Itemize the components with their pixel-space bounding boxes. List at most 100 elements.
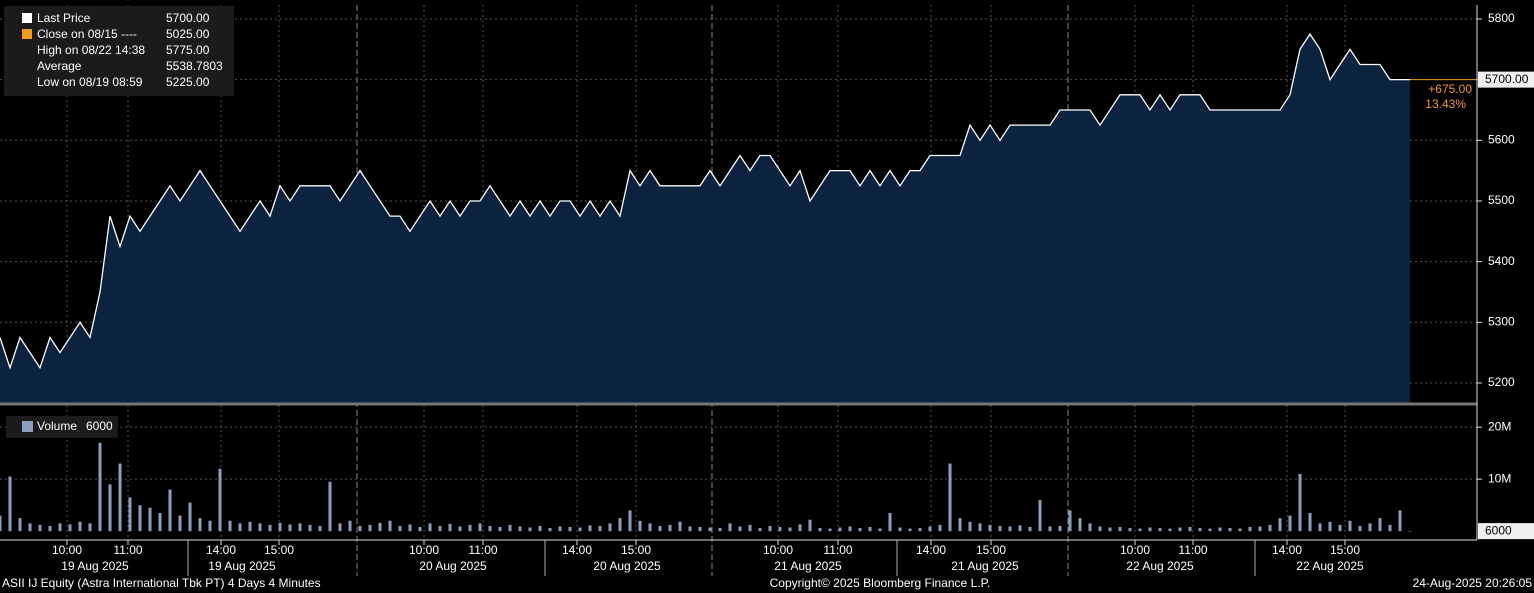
volume-bar (778, 527, 782, 532)
date-label: 21 Aug 2025 (774, 559, 842, 573)
volume-bar (1348, 520, 1352, 532)
volume-bar (158, 512, 162, 532)
date-label: 22 Aug 2025 (1296, 559, 1364, 573)
last-price-tag (1478, 71, 1534, 88)
volume-bar (948, 463, 952, 532)
volume-bar (728, 523, 732, 532)
volume-bar (808, 519, 812, 532)
volume-bar (678, 521, 682, 532)
volume-bar (1068, 510, 1072, 532)
volume-bar (1008, 526, 1012, 532)
volume-bar (1258, 526, 1262, 532)
y-tick-label: 5400 (1488, 254, 1515, 268)
volume-bar (178, 515, 182, 532)
volume-bar (0, 515, 2, 532)
volume-bar (258, 523, 262, 532)
volume-bar (548, 528, 552, 532)
volume-bar (568, 527, 572, 532)
date-label: 20 Aug 2025 (419, 559, 487, 573)
volume-bar (1058, 525, 1062, 532)
volume-bar (378, 522, 382, 532)
volume-bar (328, 481, 332, 532)
volume-bar (248, 521, 252, 532)
y-tick-label: 5600 (1488, 132, 1515, 146)
volume-bar (418, 527, 422, 532)
volume-bar (68, 524, 72, 532)
y-tick-label: 5300 (1488, 314, 1515, 328)
volume-bar (848, 526, 852, 532)
volume-bar (268, 524, 272, 532)
footer-left: ASII IJ Equity (Astra International Tbk … (2, 576, 321, 590)
volume-bar (208, 520, 212, 532)
legend-value: 5700.00 (166, 11, 210, 25)
volume-bar (1158, 528, 1162, 532)
date-label: 20 Aug 2025 (593, 559, 661, 573)
volume-bar (458, 526, 462, 532)
volume-bar (928, 526, 932, 532)
volume-bar (1048, 526, 1052, 532)
volume-bar (448, 523, 452, 532)
volume-bar (1028, 527, 1032, 532)
plot-layer (0, 5, 1477, 576)
volume-bar (618, 518, 622, 532)
volume-bar (648, 523, 652, 532)
volume-bar (198, 518, 202, 532)
date-label: 21 Aug 2025 (951, 559, 1019, 573)
x-tick-label: 11:00 (113, 543, 142, 557)
volume-bar (228, 520, 232, 532)
x-tick-label: 10:00 (52, 543, 82, 557)
volume-bar (748, 524, 752, 532)
y-tick-label: 5200 (1488, 375, 1515, 389)
volume-bar (878, 528, 882, 532)
volume-bar (358, 525, 362, 532)
volume-bar (1188, 527, 1192, 532)
x-tick-label: 11:00 (1178, 543, 1207, 557)
legend-value: 5538.7803 (166, 59, 223, 73)
legend-icon (22, 13, 32, 23)
legend-value: 6000 (86, 419, 113, 433)
volume-bar (498, 527, 502, 532)
volume-bar (508, 524, 512, 532)
volume-bar (308, 524, 312, 532)
volume-legend-box (6, 416, 118, 438)
volume-bar (168, 489, 172, 532)
volume-bar (1388, 524, 1392, 532)
volume-bar (638, 520, 642, 532)
last-volume-tag (1478, 523, 1534, 540)
volume-bar (438, 525, 442, 532)
volume-bar (318, 525, 322, 532)
y-tick-label: 5800 (1488, 11, 1515, 25)
volume-bar (1218, 527, 1222, 532)
legend-box (4, 6, 234, 96)
volume-bar (218, 468, 222, 532)
legend-label: Average (37, 59, 82, 73)
volume-bar (1358, 525, 1362, 532)
volume-bar (1298, 473, 1302, 532)
last-price-label: 5700.00 (1485, 72, 1529, 86)
volume-bar (98, 442, 102, 532)
volume-bar (1268, 524, 1272, 532)
volume-bar (938, 524, 942, 532)
volume-bar (108, 484, 112, 532)
volume-bar (1198, 528, 1202, 532)
volume-bar (1248, 527, 1252, 532)
volume-bar (118, 463, 122, 532)
x-tick-label: 10:00 (409, 543, 439, 557)
volume-bar (738, 526, 742, 532)
x-tick-label: 15:00 (976, 543, 1006, 557)
volume-bar (908, 528, 912, 532)
volume-bar (668, 524, 672, 532)
volume-bar (348, 520, 352, 532)
volume-bar (188, 502, 192, 532)
date-label: 19 Aug 2025 (208, 559, 276, 573)
date-label: 22 Aug 2025 (1126, 559, 1194, 573)
volume-bar (1238, 528, 1242, 532)
volume-bar (988, 524, 992, 532)
volume-bar (1078, 518, 1082, 532)
legend-icon (22, 29, 32, 39)
volume-bar (28, 523, 32, 532)
date-label: 19 Aug 2025 (61, 559, 129, 573)
price-line (0, 32, 1410, 370)
volume-bar (818, 528, 822, 532)
